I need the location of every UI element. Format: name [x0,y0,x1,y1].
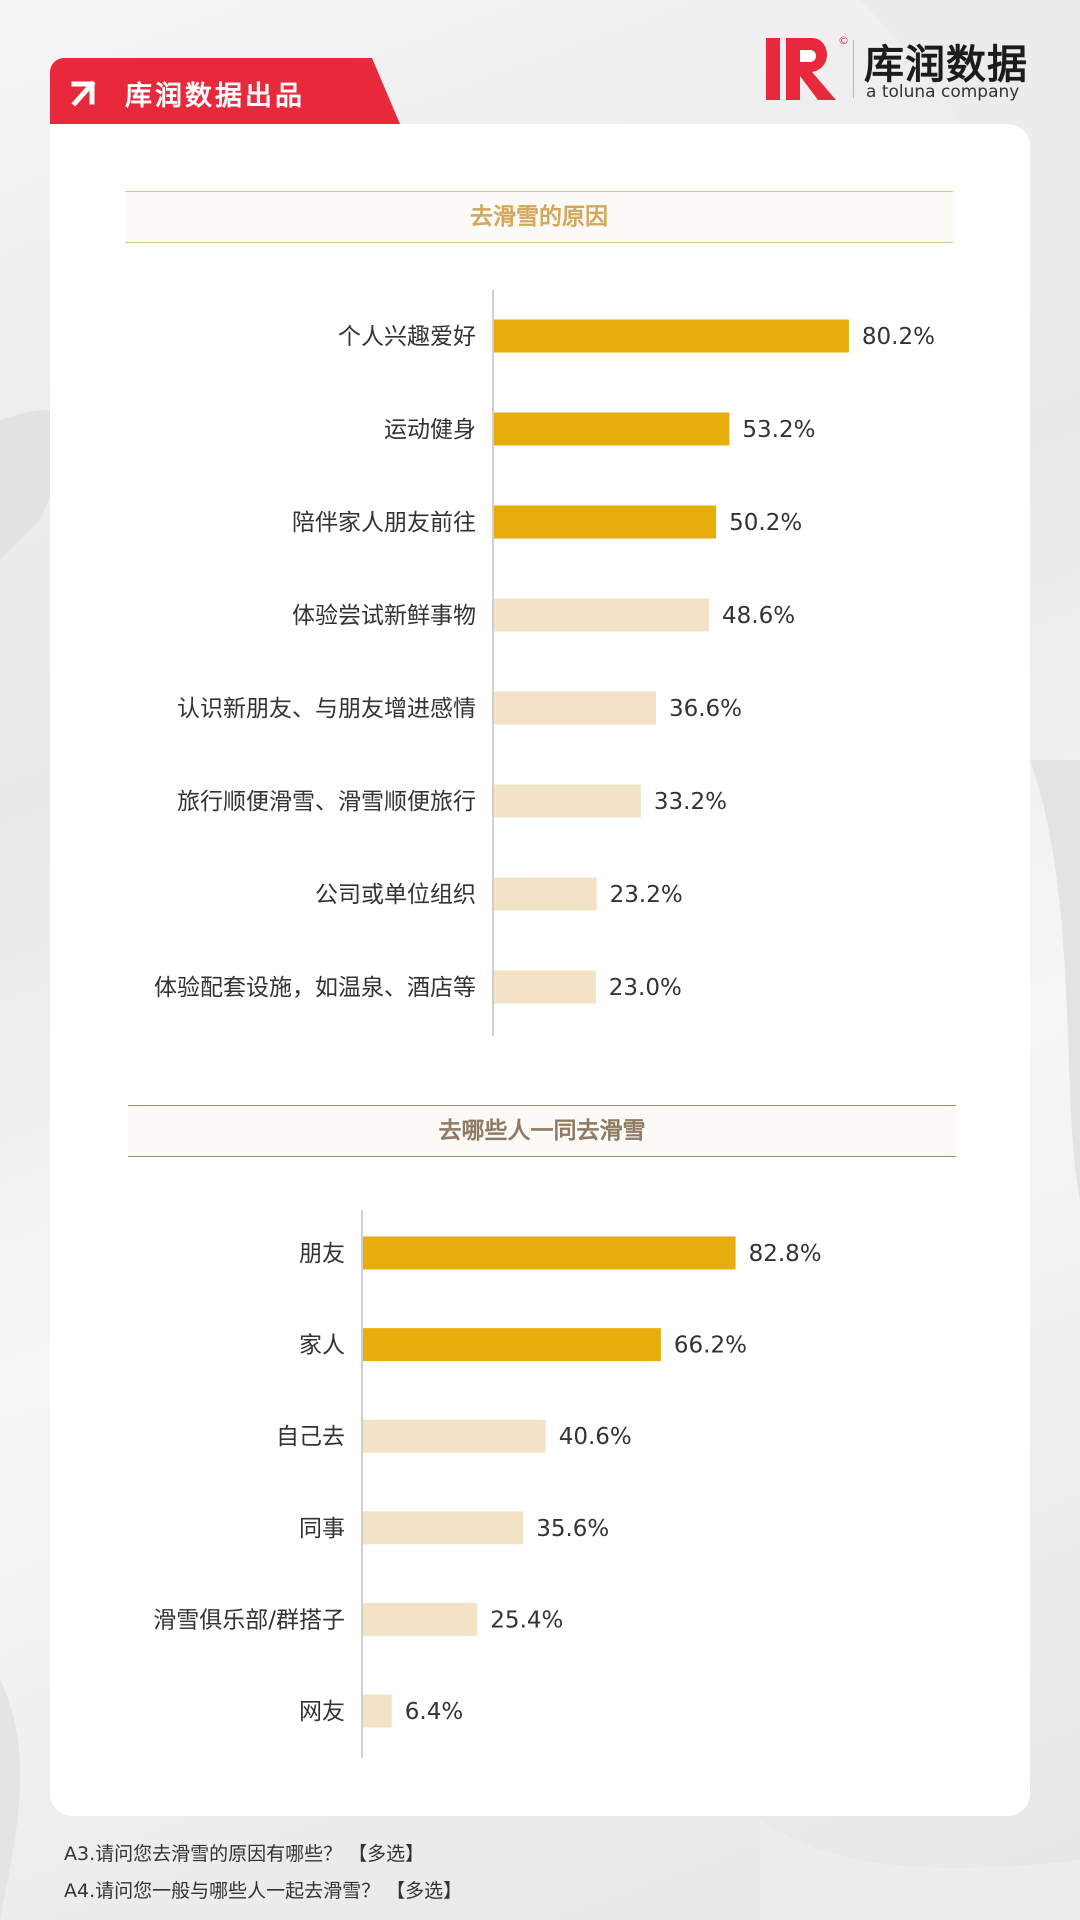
bar [494,877,597,911]
bar [494,598,710,632]
data-label: 82.8% [749,1241,822,1267]
bar [494,505,717,539]
registered-mark: © [838,34,849,47]
data-label: 6.4% [405,1699,463,1725]
category-label: 体验尝试新鲜事物 [292,603,476,629]
bar [363,1236,736,1270]
brand-logo-icon [766,38,836,100]
category-label: 陪伴家人朋友前往 [292,510,476,536]
category-label: 网友 [299,1699,345,1725]
chart-card [50,124,1030,1816]
bar [363,1419,546,1453]
category-label: 旅行顺便滑雪、滑雪顺便旅行 [177,789,476,815]
footnote-a3: A3.请问您去滑雪的原因有哪些？ 【多选】 [64,1843,425,1865]
data-label: 33.2% [654,789,727,815]
data-label: 35.6% [536,1516,609,1542]
footnote-a4: A4.请问您一般与哪些人一起去滑雪？ 【多选】 [64,1880,463,1902]
category-label: 认识新朋友、与朋友增进感情 [177,696,476,722]
chart-title-companions: 去哪些人一同去滑雪 [128,1105,956,1157]
bar [494,691,656,725]
data-label: 25.4% [490,1607,563,1633]
arrow-up-left-icon [71,80,96,107]
category-label: 公司或单位组织 [315,882,476,908]
category-label: 朋友 [299,1241,345,1267]
data-label: 53.2% [742,417,815,443]
bar [363,1328,661,1362]
data-label: 40.6% [559,1424,632,1450]
logo-text-cn: 库润数据 [864,42,1028,88]
data-label: 80.2% [862,324,935,350]
data-label: 50.2% [729,510,802,536]
category-label: 运动健身 [384,417,476,443]
data-label: 66.2% [674,1333,747,1359]
category-label: 家人 [299,1333,345,1359]
data-label: 23.0% [609,975,682,1001]
logo-divider [853,40,854,98]
bar [363,1602,478,1636]
category-label: 滑雪俱乐部/群搭子 [153,1607,345,1633]
bar [494,784,641,818]
badge-title: 库润数据出品 [125,81,305,112]
chart-title-reasons: 去滑雪的原因 [125,191,953,243]
bar [494,412,730,446]
bar [494,970,596,1004]
bar [363,1694,392,1728]
category-label: 个人兴趣爱好 [338,324,476,350]
data-label: 36.6% [669,696,742,722]
logo-text-en: a toluna company [866,82,1020,102]
bar [363,1511,524,1545]
category-label: 同事 [299,1516,345,1542]
data-label: 23.2% [610,882,683,908]
data-label: 48.6% [722,603,795,629]
category-label: 自己去 [276,1424,345,1450]
bar [494,319,849,353]
category-label: 体验配套设施，如温泉、酒店等 [154,975,476,1001]
header-badge [50,58,400,124]
